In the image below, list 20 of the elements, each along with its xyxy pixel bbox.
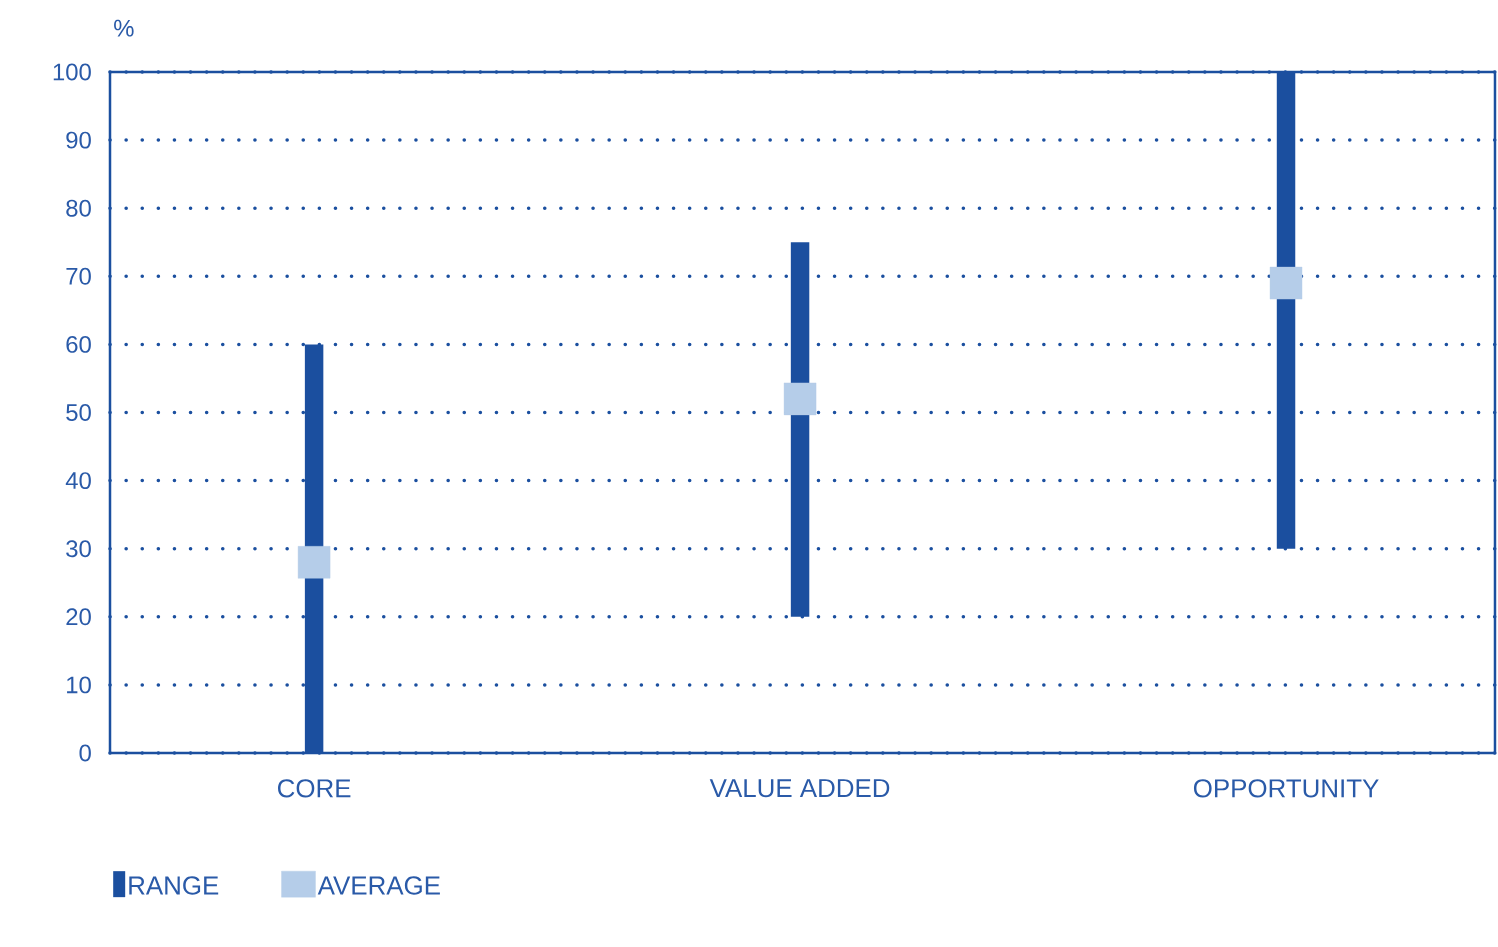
y-tick-label: 70 xyxy=(66,267,91,285)
y-tick-label: 10 xyxy=(67,676,91,694)
y-axis-title: % xyxy=(114,19,134,37)
y-tick-label: 80 xyxy=(66,199,91,217)
x-tick-label: VALUE ADDED xyxy=(709,779,890,798)
y-tick-label: 0 xyxy=(79,744,91,762)
legend-label: RANGE xyxy=(129,876,219,895)
legend-label: AVERAGE xyxy=(317,876,440,895)
x-tick-label: CORE xyxy=(278,779,351,798)
y-tick-label: 50 xyxy=(66,404,91,421)
y-tick-label: 20 xyxy=(66,608,91,626)
y-tick-label: 100 xyxy=(53,63,91,81)
point xyxy=(297,546,331,579)
y-tick-label: 40 xyxy=(65,472,91,490)
y-tick-label: 30 xyxy=(66,540,91,558)
y-tick-label: 60 xyxy=(66,335,91,353)
x-tick-label: OPPORTUNITY xyxy=(1193,779,1379,798)
point xyxy=(1269,266,1303,300)
y-tick-label: 90 xyxy=(66,131,91,149)
point xyxy=(783,382,817,416)
